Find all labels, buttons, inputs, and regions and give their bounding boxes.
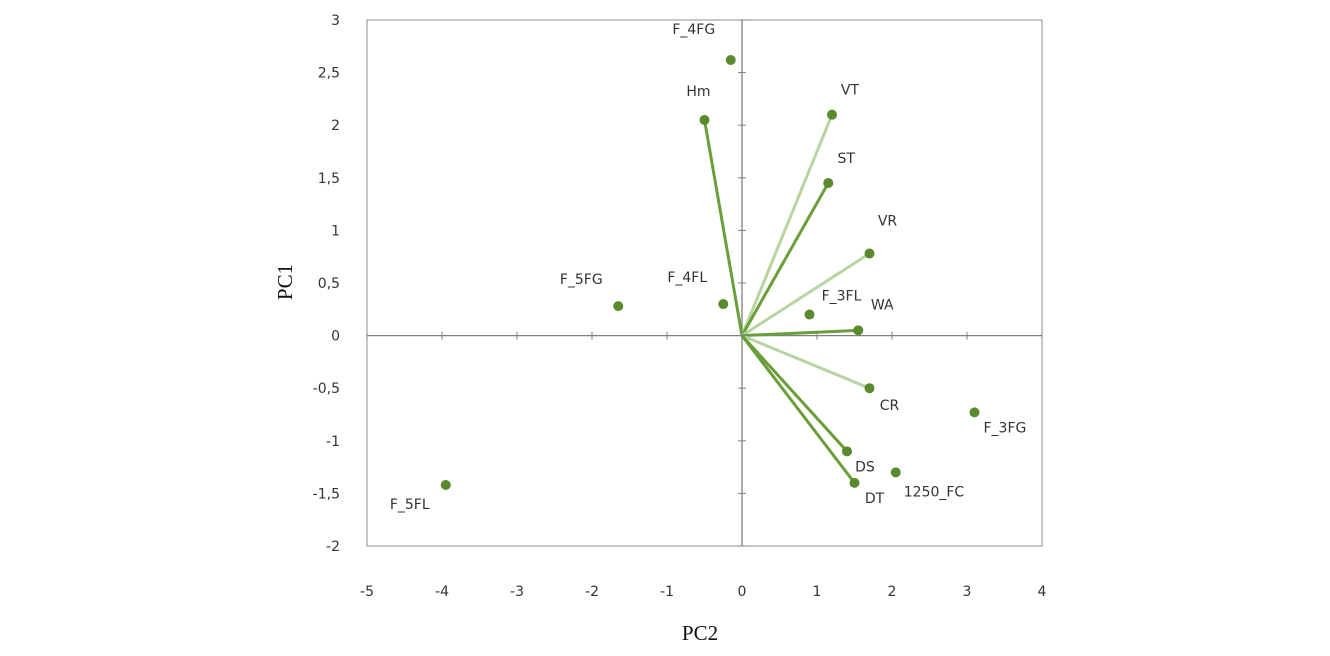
vector-label-hm: Hm — [686, 84, 710, 100]
vector-label-st: ST — [838, 151, 856, 167]
point-f-5fl — [440, 479, 451, 490]
y-tick-label: -0,5 — [313, 381, 340, 397]
vector-dt — [740, 334, 856, 484]
vector-hm — [703, 119, 744, 336]
x-tick-label: -3 — [510, 584, 524, 600]
point-f-3fg — [969, 407, 980, 418]
point-label-1250-fc: 1250_FC — [904, 484, 965, 500]
point-label-f-4fg: F_4FG — [672, 22, 715, 38]
vector-point-vt — [827, 109, 837, 120]
point-f-3fl — [804, 309, 815, 320]
y-tick-label: 1 — [331, 223, 340, 239]
point-label-f-4fl: F_4FL — [667, 270, 707, 286]
vector-vr — [741, 252, 871, 337]
point-label-f-3fl: F_3FL — [822, 289, 862, 305]
point-f-4fl — [718, 299, 729, 310]
vector-point-wa — [853, 325, 864, 336]
vector-wa — [741, 328, 859, 338]
y-tick-label: -2 — [326, 539, 340, 555]
y-tick-label: -1,5 — [313, 486, 340, 502]
x-tick-label: -2 — [585, 584, 599, 600]
y-tick-label: 2,5 — [318, 66, 340, 82]
vector-point-hm — [699, 114, 710, 125]
y-tick-label: -1 — [326, 434, 340, 450]
y-tick-label: 3 — [331, 13, 340, 29]
y-tick-label: 2 — [331, 118, 340, 134]
vector-label-ds: DS — [855, 459, 875, 475]
vector-label-dt: DT — [865, 491, 885, 507]
point-f-4fg — [725, 54, 736, 65]
x-tick-label: -5 — [360, 584, 374, 600]
vector-point-dt — [849, 477, 860, 488]
x-tick-label: -4 — [435, 584, 449, 600]
plot-border — [366, 19, 1043, 547]
vector-st — [740, 182, 830, 337]
y-tick-label: 0 — [331, 329, 340, 345]
vector-point-cr — [864, 383, 875, 394]
y-axis-title: PC1 — [273, 264, 297, 300]
point-label-f-5fl: F_5FL — [390, 497, 430, 513]
x-axis-title: PC2 — [682, 621, 718, 645]
point-f-5fg — [613, 301, 624, 312]
vector-label-vt: VT — [841, 83, 860, 99]
point-label-f-3fg: F_3FG — [984, 420, 1027, 436]
vector-point-ds — [842, 446, 852, 457]
x-tick-label: -1 — [660, 584, 674, 600]
point-1250-fc — [890, 467, 901, 478]
vector-cr — [741, 334, 871, 390]
x-tick-label: 0 — [738, 584, 747, 600]
y-tick-label: 1,5 — [318, 171, 340, 187]
point-label-f-5fg: F_5FG — [560, 272, 603, 288]
x-tick-label: 2 — [888, 584, 897, 600]
vector-label-cr: CR — [880, 398, 900, 414]
vector-label-wa: WA — [871, 297, 894, 313]
vector-label-vr: VR — [878, 214, 898, 230]
vector-ds — [740, 334, 849, 453]
x-tick-label: 3 — [963, 584, 972, 600]
vector-vt — [740, 114, 834, 337]
x-tick-label: 1 — [813, 584, 822, 600]
vector-point-vr — [864, 248, 875, 259]
y-tick-label: 0,5 — [318, 276, 340, 292]
x-tick-label: 4 — [1038, 584, 1047, 600]
vector-point-st — [823, 178, 834, 189]
